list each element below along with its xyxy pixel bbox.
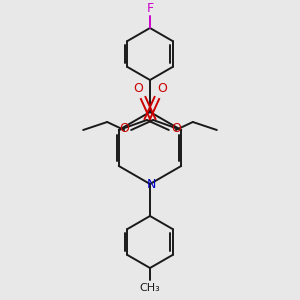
Text: N: N bbox=[146, 178, 156, 191]
Text: O: O bbox=[133, 82, 143, 95]
Text: O: O bbox=[171, 122, 181, 134]
Text: O: O bbox=[119, 122, 129, 134]
Text: CH₃: CH₃ bbox=[140, 283, 160, 293]
Text: O: O bbox=[157, 82, 167, 95]
Text: F: F bbox=[146, 2, 154, 16]
